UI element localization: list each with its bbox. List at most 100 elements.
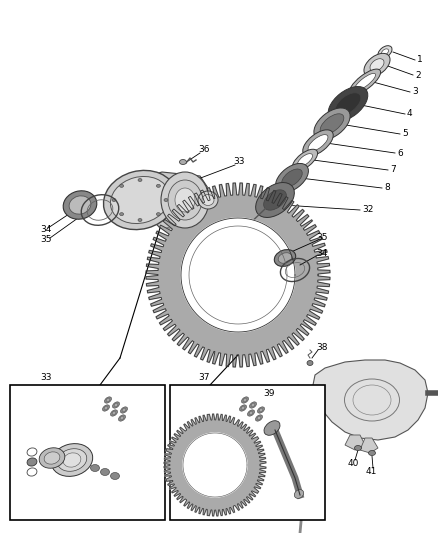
Ellipse shape (44, 452, 60, 464)
Ellipse shape (63, 191, 97, 219)
Polygon shape (313, 360, 428, 440)
Text: 3: 3 (412, 87, 418, 96)
Text: 1: 1 (417, 55, 423, 64)
Ellipse shape (202, 195, 214, 206)
Ellipse shape (69, 196, 91, 214)
Text: 39: 39 (264, 389, 275, 398)
Text: 8: 8 (384, 183, 390, 192)
Ellipse shape (241, 397, 248, 403)
Ellipse shape (264, 190, 286, 210)
Ellipse shape (112, 198, 116, 201)
Ellipse shape (175, 188, 195, 212)
Ellipse shape (297, 154, 312, 166)
Ellipse shape (138, 179, 142, 182)
Ellipse shape (122, 408, 126, 411)
Text: 34: 34 (316, 248, 327, 257)
Text: 32: 32 (362, 206, 373, 214)
Text: 2: 2 (415, 70, 420, 79)
Ellipse shape (241, 406, 245, 410)
Ellipse shape (282, 169, 302, 187)
Ellipse shape (364, 53, 390, 77)
Ellipse shape (251, 403, 255, 407)
Ellipse shape (63, 453, 81, 467)
Polygon shape (292, 385, 308, 400)
Ellipse shape (243, 398, 247, 402)
Text: 7: 7 (390, 166, 396, 174)
Ellipse shape (276, 164, 308, 192)
Ellipse shape (354, 446, 361, 450)
Text: 5: 5 (402, 130, 408, 139)
Ellipse shape (156, 213, 160, 216)
Ellipse shape (381, 49, 389, 55)
Ellipse shape (113, 402, 120, 408)
Ellipse shape (100, 469, 110, 475)
Polygon shape (360, 438, 378, 453)
Ellipse shape (210, 244, 230, 262)
Ellipse shape (198, 191, 218, 209)
Ellipse shape (354, 74, 375, 91)
Polygon shape (146, 183, 330, 367)
Text: 40: 40 (348, 458, 359, 467)
Ellipse shape (256, 182, 294, 217)
Text: 4: 4 (407, 109, 413, 118)
Polygon shape (148, 172, 212, 228)
Ellipse shape (39, 448, 65, 468)
Ellipse shape (112, 411, 116, 415)
Ellipse shape (259, 408, 263, 411)
Ellipse shape (110, 176, 170, 223)
Ellipse shape (161, 172, 209, 228)
Text: 36: 36 (198, 146, 209, 155)
Text: 37: 37 (198, 373, 209, 382)
Ellipse shape (307, 360, 313, 366)
Ellipse shape (278, 253, 292, 263)
Ellipse shape (328, 86, 368, 122)
Text: 6: 6 (397, 149, 403, 157)
Ellipse shape (120, 213, 124, 216)
Ellipse shape (110, 410, 117, 416)
Ellipse shape (168, 180, 202, 220)
Ellipse shape (314, 108, 350, 140)
Text: 34: 34 (40, 225, 51, 235)
Ellipse shape (240, 405, 247, 411)
Ellipse shape (264, 421, 280, 435)
Text: 33: 33 (40, 373, 52, 382)
Ellipse shape (335, 93, 361, 115)
Ellipse shape (138, 219, 142, 222)
Ellipse shape (57, 449, 87, 471)
Ellipse shape (105, 397, 112, 403)
Ellipse shape (102, 405, 110, 411)
Ellipse shape (106, 398, 110, 402)
Ellipse shape (249, 411, 253, 415)
Ellipse shape (308, 135, 328, 151)
Text: 38: 38 (316, 343, 328, 352)
Bar (170, 385, 325, 520)
Polygon shape (164, 414, 266, 516)
Polygon shape (181, 218, 295, 332)
Ellipse shape (368, 450, 375, 456)
Ellipse shape (294, 490, 304, 498)
Ellipse shape (156, 184, 160, 188)
Ellipse shape (103, 171, 177, 230)
Ellipse shape (110, 472, 120, 480)
Ellipse shape (119, 415, 126, 421)
Text: 35: 35 (316, 233, 328, 243)
Ellipse shape (255, 415, 262, 421)
Polygon shape (183, 433, 247, 497)
Ellipse shape (274, 249, 296, 266)
Ellipse shape (91, 464, 99, 472)
Ellipse shape (378, 46, 392, 58)
Ellipse shape (120, 184, 124, 188)
Ellipse shape (257, 416, 261, 419)
Ellipse shape (247, 410, 254, 416)
Ellipse shape (320, 114, 344, 134)
Ellipse shape (27, 458, 37, 466)
Ellipse shape (114, 403, 118, 407)
Ellipse shape (104, 406, 108, 410)
Bar (10, 385, 165, 520)
Ellipse shape (120, 416, 124, 419)
Ellipse shape (180, 159, 187, 165)
Ellipse shape (250, 402, 257, 408)
Ellipse shape (293, 149, 318, 171)
Ellipse shape (120, 407, 127, 413)
Ellipse shape (350, 69, 381, 95)
